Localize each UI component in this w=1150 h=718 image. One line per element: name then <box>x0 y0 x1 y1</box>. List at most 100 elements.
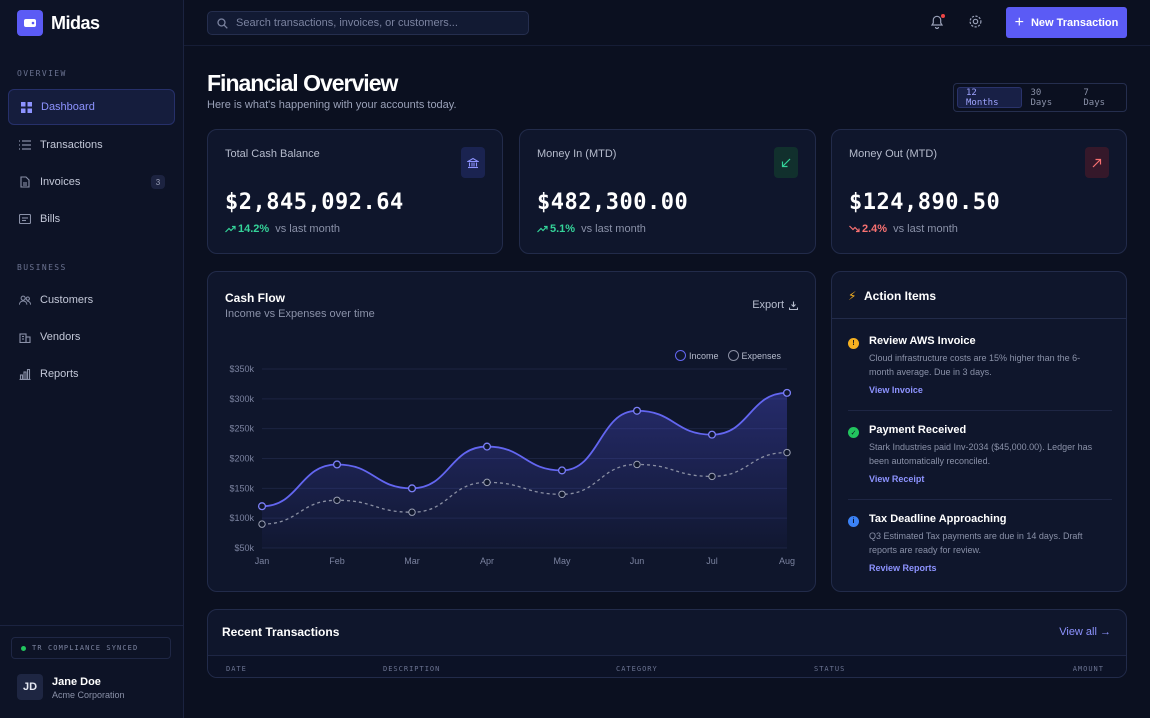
view-all-link[interactable]: View all → <box>1059 626 1111 638</box>
column-header-description[interactable]: DESCRIPTION <box>383 665 441 673</box>
view-invoice-link[interactable]: View Invoice <box>869 385 923 395</box>
notifications-button[interactable] <box>930 14 946 30</box>
chart-legend: Income Expenses <box>675 350 781 361</box>
cash-flow-title: Cash Flow <box>225 291 286 305</box>
sidebar-item-vendors[interactable]: Vendors <box>8 319 175 355</box>
stat-value: $124,890.50 <box>849 190 1001 215</box>
brand[interactable]: Midas <box>17 10 100 36</box>
sidebar-item-invoices[interactable]: Invoices 3 <box>8 164 175 200</box>
search-bar[interactable] <box>207 11 529 35</box>
document-icon <box>19 176 31 188</box>
cash-flow-subtitle: Income vs Expenses over time <box>225 308 375 320</box>
expenses-point <box>483 478 491 487</box>
action-items-title: Action Items <box>864 289 937 303</box>
wallet-icon <box>17 10 43 36</box>
brand-name: Midas <box>51 12 100 33</box>
new-transaction-button[interactable]: + New Transaction <box>1006 7 1127 38</box>
page-subtitle: Here is what's happening with your accou… <box>207 99 457 111</box>
sidebar-item-label: Transactions <box>40 139 103 151</box>
action-items-card: ⚡ Action Items ! Review AWS Invoice Clou… <box>831 271 1127 592</box>
sync-status-badge: TR COMPLIANCE SYNCED <box>11 637 171 659</box>
user-org: Acme Corporation <box>52 690 125 700</box>
legend-expenses[interactable]: Expenses <box>741 350 782 361</box>
sidebar-item-label: Dashboard <box>41 101 95 113</box>
y-tick-label: $200k <box>229 454 254 464</box>
search-input[interactable] <box>236 17 526 29</box>
stat-card-money-out: Money Out (MTD) $124,890.50 2.4% vs last… <box>831 129 1127 254</box>
column-header-amount[interactable]: AMOUNT <box>1072 665 1104 673</box>
income-point <box>482 442 492 451</box>
bar-chart-icon <box>19 368 31 380</box>
range-12-months[interactable]: 12 Months <box>957 87 1023 108</box>
sidebar: Midas OVERVIEW Dashboard Transactions In… <box>0 0 184 718</box>
legend-swatch-expenses <box>727 350 739 361</box>
trend-up-icon <box>225 225 236 233</box>
export-label: Export <box>752 299 784 311</box>
y-tick-label: $300k <box>229 394 254 404</box>
sidebar-item-label: Customers <box>40 294 94 306</box>
x-tick-label: Feb <box>329 556 345 566</box>
sidebar-item-customers[interactable]: Customers <box>8 282 175 318</box>
sidebar-item-dashboard[interactable]: Dashboard <box>8 89 175 125</box>
expenses-point <box>783 448 791 457</box>
check-circle-icon: ✓ <box>848 427 859 438</box>
sidebar-item-transactions[interactable]: Transactions <box>8 127 175 163</box>
income-point <box>332 460 342 469</box>
sidebar-item-label: Invoices <box>40 176 81 188</box>
stat-delta-value: 2.4% <box>862 223 888 235</box>
avatar[interactable]: JD <box>17 674 43 700</box>
range-30-days[interactable]: 30 Days <box>1030 87 1053 108</box>
divider <box>848 499 1112 500</box>
recent-transactions-title: Recent Transactions <box>222 625 340 639</box>
sidebar-divider <box>0 625 184 626</box>
y-tick-label: $350k <box>229 364 254 374</box>
expenses-line <box>261 451 788 525</box>
trend-down-icon <box>849 225 860 233</box>
stat-delta-value: 14.2% <box>238 223 270 235</box>
review-reports-link[interactable]: Review Reports <box>869 563 937 573</box>
column-header-status[interactable]: STATUS <box>814 665 846 673</box>
income-point <box>707 430 717 439</box>
income-point <box>782 388 792 397</box>
sidebar-item-label: Reports <box>40 368 79 380</box>
invoices-count-badge: 3 <box>151 175 165 189</box>
export-button[interactable]: Export <box>752 299 798 311</box>
x-tick-label: Mar <box>404 556 420 566</box>
bank-icon <box>461 147 485 178</box>
expenses-point <box>258 520 266 528</box>
x-tick-label: Jan <box>255 556 270 566</box>
x-tick-label: Aug <box>779 556 795 566</box>
stat-label: Total Cash Balance <box>225 148 320 160</box>
stat-card-total-cash: Total Cash Balance $2,845,092.64 14.2% v… <box>207 129 503 254</box>
settings-button[interactable] <box>968 14 984 30</box>
x-tick-label: Apr <box>480 556 494 566</box>
column-header-date[interactable]: DATE <box>226 665 247 673</box>
page-title: Financial Overview <box>207 70 398 96</box>
legend-income[interactable]: Income <box>689 350 719 361</box>
y-tick-label: $250k <box>229 424 254 434</box>
date-range-selector: 12 Months 30 Days 7 Days <box>953 83 1127 112</box>
new-transaction-label: New Transaction <box>1030 16 1119 29</box>
column-header-category[interactable]: CATEGORY <box>616 665 658 673</box>
section-label-business: BUSINESS <box>17 263 67 272</box>
sync-status-text: TR COMPLIANCE SYNCED <box>32 644 139 652</box>
topbar: + New Transaction <box>184 0 1150 46</box>
sidebar-item-reports[interactable]: Reports <box>8 356 175 392</box>
stat-delta-caption: vs last month <box>275 223 341 235</box>
range-7-days[interactable]: 7 Days <box>1083 87 1106 108</box>
arrow-down-left-icon <box>774 147 798 178</box>
income-line <box>261 391 788 508</box>
sidebar-item-bills[interactable]: Bills <box>8 201 175 237</box>
stat-value: $2,845,092.64 <box>225 190 404 215</box>
stat-delta: 14.2% vs last month <box>225 223 340 235</box>
user-name: Jane Doe <box>52 676 101 688</box>
gear-icon <box>969 15 982 28</box>
stat-label: Money Out (MTD) <box>849 148 938 160</box>
expenses-point <box>333 496 341 504</box>
view-receipt-link[interactable]: View Receipt <box>869 474 925 484</box>
stat-delta-value: 5.1% <box>550 223 576 235</box>
x-tick-label: May <box>553 556 571 566</box>
action-item-desc: Stark Industries paid Inv-2034 ($45,000.… <box>869 442 1093 466</box>
income-point <box>257 502 267 511</box>
